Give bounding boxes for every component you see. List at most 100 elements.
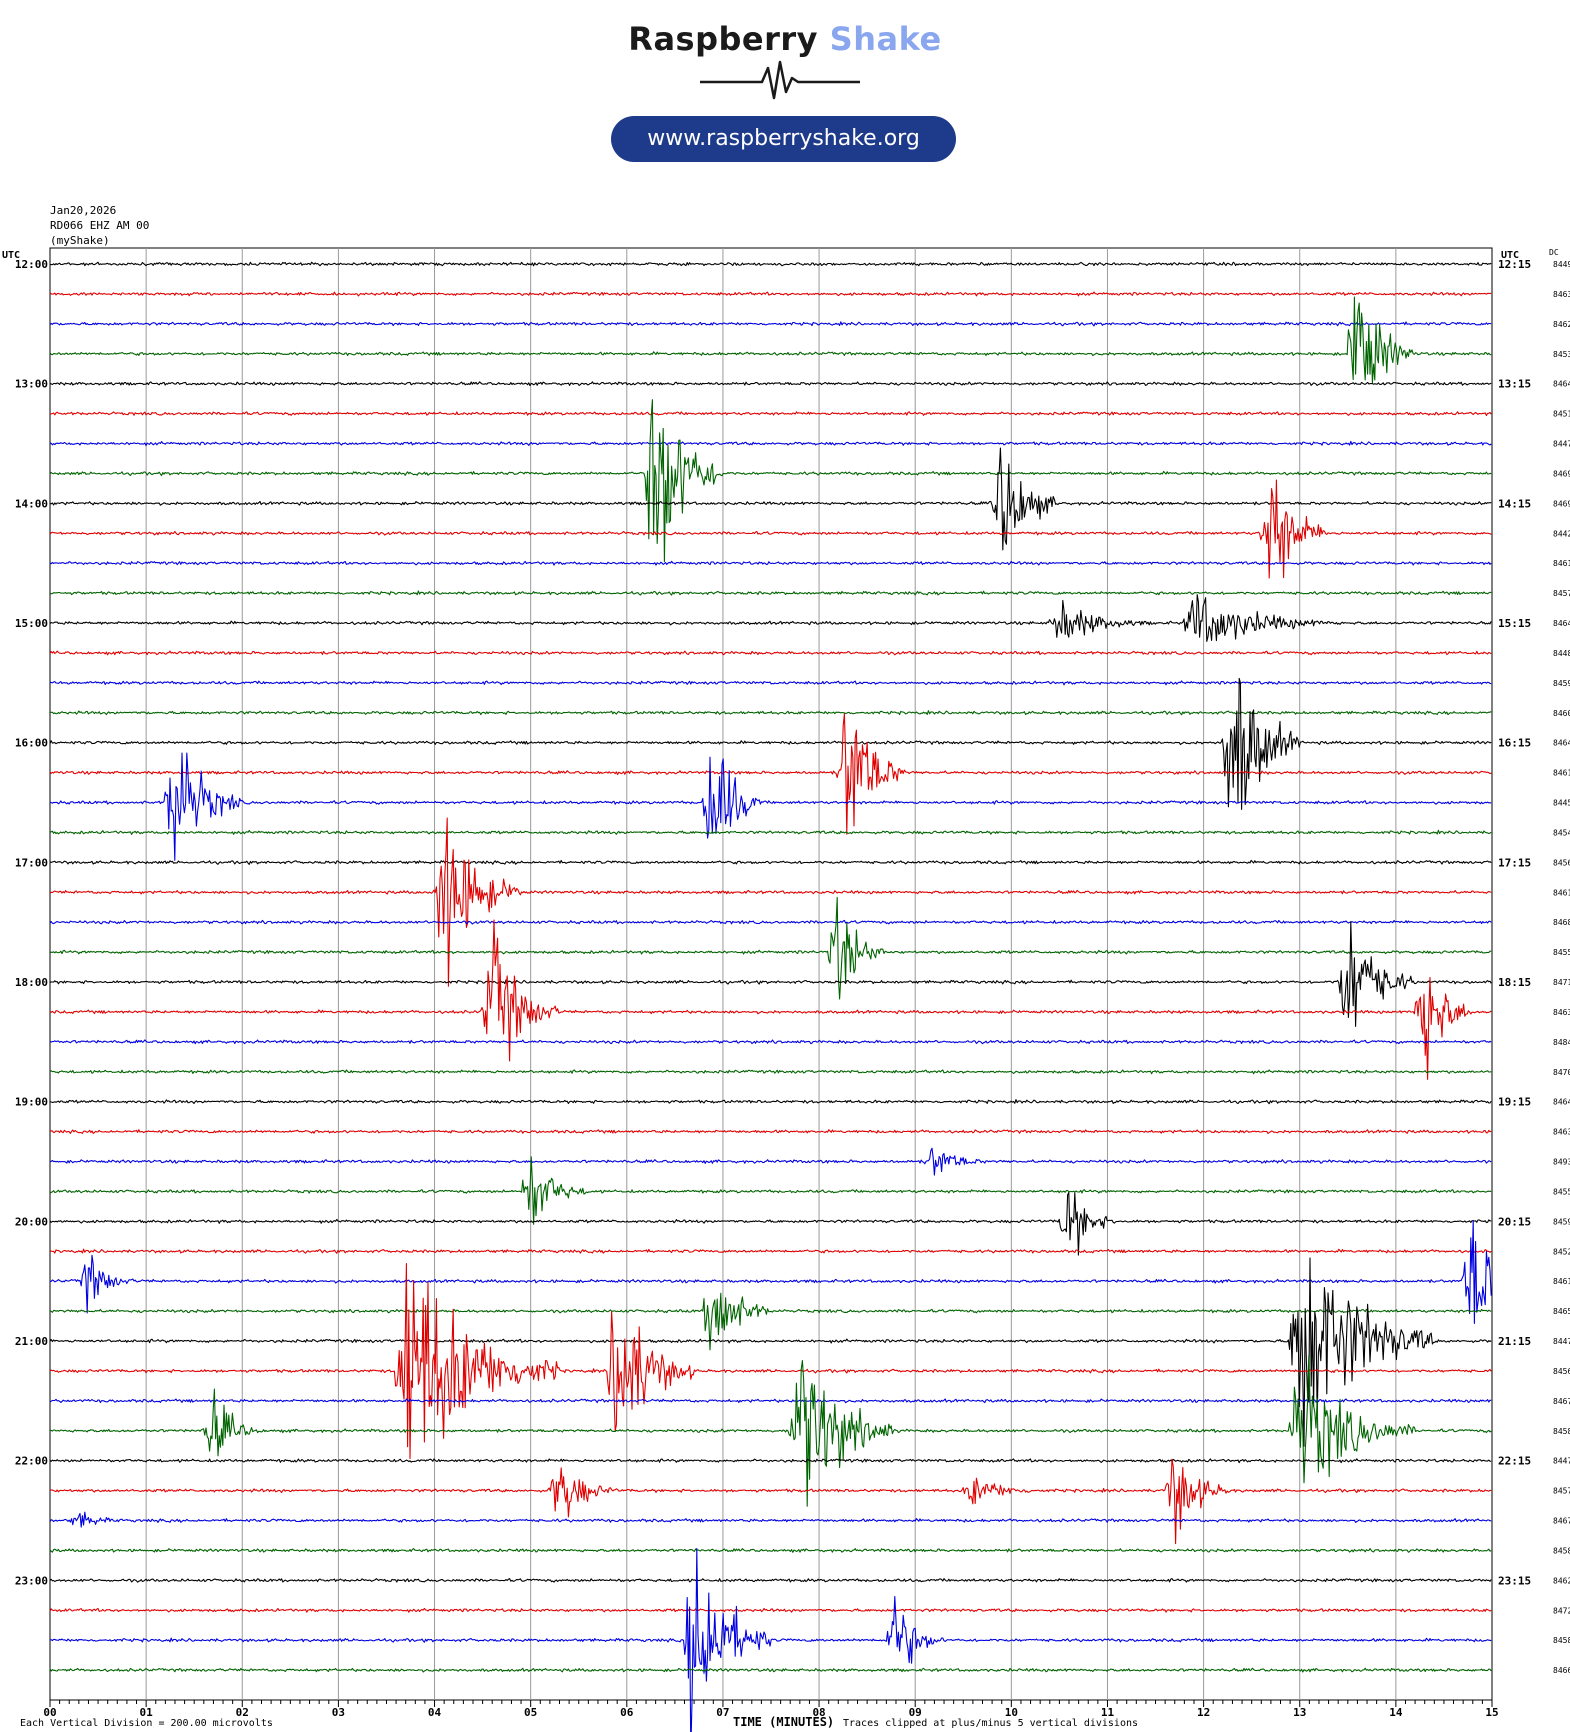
trace-row <box>49 440 1492 447</box>
dc-offset-label: 8452 <box>1553 1247 1570 1256</box>
dc-offset-label: 8460 <box>1553 709 1570 718</box>
trace-row <box>49 1069 1492 1075</box>
left-time-label: 21:00 <box>15 1335 48 1348</box>
dc-offset-label: 8493 <box>1553 1158 1570 1167</box>
dc-offset-label: 8447 <box>1553 440 1570 449</box>
left-time-label: 14:00 <box>15 497 48 510</box>
right-time-label: 21:15 <box>1498 1335 1531 1348</box>
dc-offset-label: 8469 <box>1553 469 1570 478</box>
right-time-label: 19:15 <box>1498 1096 1531 1109</box>
dc-offset-label: 8456 <box>1553 1367 1570 1376</box>
right-time-label: 17:15 <box>1498 856 1531 869</box>
website-link[interactable]: www.raspberryshake.org <box>611 116 956 162</box>
dc-offset-label: 8455 <box>1553 948 1570 957</box>
dc-offset-label: 8470 <box>1553 1068 1570 1077</box>
x-tick-label: 10 <box>1005 1706 1018 1719</box>
trace-row <box>49 1607 1492 1613</box>
left-time-label: 22:00 <box>15 1455 48 1468</box>
trace-row <box>49 399 1492 563</box>
trace-row <box>49 713 1492 835</box>
right-time-label: 12:15 <box>1498 258 1531 271</box>
dc-offset-label: 8451 <box>1553 410 1570 419</box>
trace-row <box>49 919 1492 925</box>
dc-offset-label: 8459 <box>1553 1217 1570 1226</box>
trace-row <box>49 680 1492 686</box>
trace-row <box>49 710 1492 716</box>
dc-offset-label: 8484 <box>1553 1038 1570 1047</box>
dc-header-label: DC <box>1549 248 1559 257</box>
x-tick-label: 11 <box>1101 1706 1115 1719</box>
left-time-label: 13:00 <box>15 378 48 391</box>
x-tick-label: 06 <box>620 1706 634 1719</box>
trace-row <box>49 1667 1492 1673</box>
dc-offset-label: 8448 <box>1553 649 1570 658</box>
x-tick-label: 13 <box>1293 1706 1306 1719</box>
x-tick-label: 15 <box>1485 1706 1498 1719</box>
x-tick-label: 00 <box>43 1706 56 1719</box>
dc-offset-label: 8464 <box>1553 380 1570 389</box>
left-time-label: 18:00 <box>15 976 48 989</box>
x-axis-label: TIME (MINUTES) <box>733 1715 835 1729</box>
trace-row <box>49 447 1492 551</box>
dc-offset-label: 8471 <box>1553 978 1570 987</box>
x-tick-label: 08 <box>812 1706 825 1719</box>
dc-offset-label: 8461 <box>1553 1277 1570 1286</box>
trace-row <box>49 296 1492 384</box>
trace-row <box>49 1398 1492 1404</box>
trace-row <box>49 829 1492 835</box>
left-time-label: 19:00 <box>15 1096 48 1109</box>
dc-offset-label: 8469 <box>1553 499 1570 508</box>
trace-row <box>49 1548 1492 1553</box>
trace-row <box>49 479 1492 579</box>
trace-row <box>49 817 1492 987</box>
dc-offset-label: 8463 <box>1553 1008 1570 1017</box>
right-time-label: 22:15 <box>1498 1455 1531 1468</box>
trace-row <box>49 752 1492 861</box>
left-time-label: 12:00 <box>15 258 48 271</box>
x-tick-label: 03 <box>332 1706 345 1719</box>
x-tick-label: 14 <box>1389 1706 1403 1719</box>
dc-offset-label: 8466 <box>1553 1666 1570 1675</box>
x-tick-label: 05 <box>524 1706 537 1719</box>
dc-offset-label: 8449 <box>1553 260 1570 269</box>
trace-row <box>49 1147 1492 1176</box>
x-tick-label: 07 <box>716 1706 729 1719</box>
dc-offset-label: 8461 <box>1553 888 1570 897</box>
right-utc-label: UTC <box>1501 250 1519 261</box>
dc-offset-label: 8461 <box>1553 559 1570 568</box>
seismogram-logo-icon <box>700 60 860 100</box>
dc-offset-label: 8457 <box>1553 1487 1570 1496</box>
trace-row <box>49 896 1492 1000</box>
trace-row <box>49 1039 1492 1045</box>
dc-offset-label: 8454 <box>1553 828 1570 837</box>
dc-offset-label: 8458 <box>1553 1636 1570 1645</box>
trace-row <box>49 919 1492 1080</box>
trace-row <box>49 291 1492 297</box>
trace-row <box>50 1219 1492 1324</box>
left-utc-label: UTC <box>2 250 20 261</box>
dc-offset-label: 8461 <box>1553 769 1570 778</box>
x-tick-label: 02 <box>236 1706 249 1719</box>
dc-offset-label: 8442 <box>1553 529 1570 538</box>
plot-frame <box>49 247 1493 1701</box>
dc-offset-label: 8472 <box>1553 1606 1570 1615</box>
dc-offset-label: 8458 <box>1553 1546 1570 1555</box>
trace-row <box>49 1547 1492 1732</box>
left-time-label: 15:00 <box>15 617 48 630</box>
trace-row <box>49 859 1492 865</box>
trace-row <box>49 560 1492 566</box>
dc-offset-label: 8457 <box>1553 589 1570 598</box>
trace-row <box>49 381 1492 387</box>
dc-offset-label: 8467 <box>1553 1397 1570 1406</box>
dc-offset-label: 8462 <box>1553 1576 1570 1585</box>
trace-row <box>49 1191 1492 1256</box>
dc-offset-label: 8465 <box>1553 1307 1570 1316</box>
brand-name-raspberry: Raspberry <box>628 20 819 58</box>
right-time-label: 23:15 <box>1498 1574 1531 1587</box>
left-time-label: 23:00 <box>15 1574 48 1587</box>
dc-offset-label: 8456 <box>1553 858 1570 867</box>
network-name: (myShake) <box>50 234 110 247</box>
dc-offset-label: 8462 <box>1553 320 1570 329</box>
left-time-label: 16:00 <box>15 737 48 750</box>
trace-row <box>49 1355 1492 1507</box>
